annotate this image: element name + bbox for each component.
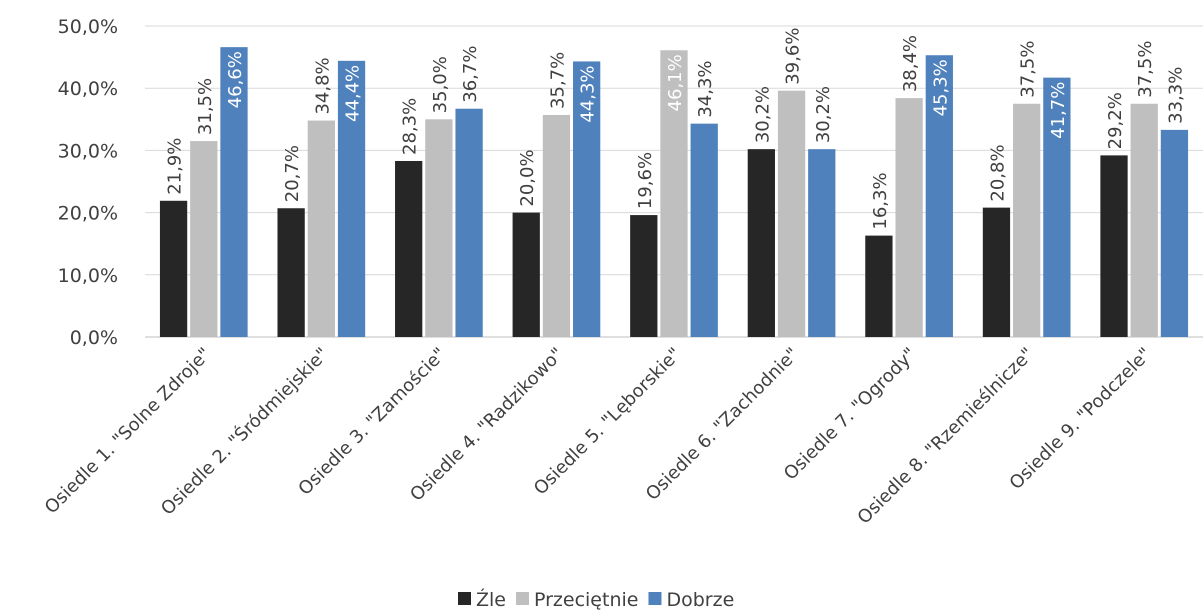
bar bbox=[1160, 129, 1189, 337]
bar bbox=[808, 149, 836, 337]
bar bbox=[395, 160, 423, 337]
data-label: 34,8% bbox=[312, 57, 333, 114]
data-label: 35,0% bbox=[430, 56, 451, 113]
y-tick-label: 40,0% bbox=[58, 78, 118, 100]
data-label: 19,6% bbox=[635, 152, 656, 209]
y-axis-ticks: 0,0% 10,0% 20,0% 30,0% 40,0% 50,0% bbox=[58, 16, 118, 349]
data-labels: 21,9% 31,5% 46,6% 20,7% 34,8% 44,4% 28,3% 35,0%… bbox=[165, 28, 1187, 230]
data-label: 34,3% bbox=[695, 60, 716, 117]
bar bbox=[747, 149, 775, 337]
bar bbox=[1130, 103, 1158, 337]
y-tick-label: 30,0% bbox=[58, 140, 118, 162]
data-label: 38,4% bbox=[900, 35, 921, 92]
y-tick-label: 10,0% bbox=[58, 265, 118, 287]
bar bbox=[630, 215, 658, 337]
y-tick-label: 50,0% bbox=[58, 16, 118, 38]
data-label: 37,5% bbox=[1135, 41, 1156, 98]
legend-swatch bbox=[515, 592, 529, 605]
x-axis-labels: Osiedle 1. "Solne Zdroje"Osiedle 2. "Śró… bbox=[41, 343, 1156, 528]
bar bbox=[690, 123, 718, 338]
bar bbox=[542, 114, 571, 337]
data-label: 35,7% bbox=[547, 52, 568, 109]
bar bbox=[277, 208, 305, 337]
y-tick-label: 0,0% bbox=[70, 327, 118, 349]
bar bbox=[1043, 77, 1071, 337]
data-label: 45,3% bbox=[930, 59, 951, 116]
data-label: 41,7% bbox=[1048, 82, 1069, 139]
bar bbox=[1013, 103, 1041, 337]
data-label: 28,3% bbox=[400, 98, 421, 155]
bar bbox=[865, 235, 893, 337]
legend-label: Dobrze bbox=[666, 589, 734, 611]
bar bbox=[895, 98, 923, 337]
bar bbox=[455, 108, 483, 337]
legend: Źle Przeciętnie Dobrze bbox=[458, 588, 734, 611]
data-label: 20,7% bbox=[282, 145, 303, 202]
legend-swatch bbox=[458, 592, 471, 605]
bar bbox=[573, 61, 601, 337]
bar bbox=[1100, 155, 1128, 337]
bar bbox=[220, 47, 248, 337]
bar bbox=[925, 55, 953, 337]
data-label: 44,4% bbox=[343, 65, 364, 122]
bar bbox=[337, 60, 366, 337]
legend-swatch bbox=[648, 592, 662, 605]
data-label: 46,6% bbox=[225, 51, 246, 108]
bars bbox=[159, 47, 1189, 338]
data-label: 20,8% bbox=[987, 144, 1008, 201]
data-label: 29,2% bbox=[1105, 92, 1126, 149]
bar bbox=[777, 90, 806, 337]
data-label: 39,6% bbox=[783, 28, 804, 85]
data-label: 20,0% bbox=[517, 149, 538, 206]
data-label: 30,2% bbox=[752, 86, 773, 143]
bar bbox=[307, 120, 335, 337]
bar bbox=[512, 212, 540, 337]
data-label: 31,5% bbox=[195, 78, 216, 135]
data-label: 21,9% bbox=[165, 138, 186, 195]
bar bbox=[660, 50, 688, 338]
data-label: 44,3% bbox=[578, 65, 599, 122]
data-label: 30,2% bbox=[813, 86, 834, 143]
bar bbox=[159, 200, 188, 337]
y-tick-label: 20,0% bbox=[58, 203, 118, 225]
data-label: 33,3% bbox=[1165, 67, 1186, 124]
data-label: 37,5% bbox=[1018, 41, 1039, 98]
x-tick-label: Osiedle 7. "Ogrody" bbox=[780, 344, 921, 485]
legend-label: Źle bbox=[476, 588, 506, 611]
bar bbox=[982, 207, 1011, 337]
bar bbox=[425, 119, 453, 337]
data-label: 36,7% bbox=[460, 46, 481, 103]
legend-label: Przeciętnie bbox=[534, 589, 638, 611]
data-label: 46,1% bbox=[665, 54, 686, 111]
data-label: 16,3% bbox=[870, 172, 891, 229]
bar bbox=[190, 141, 218, 337]
